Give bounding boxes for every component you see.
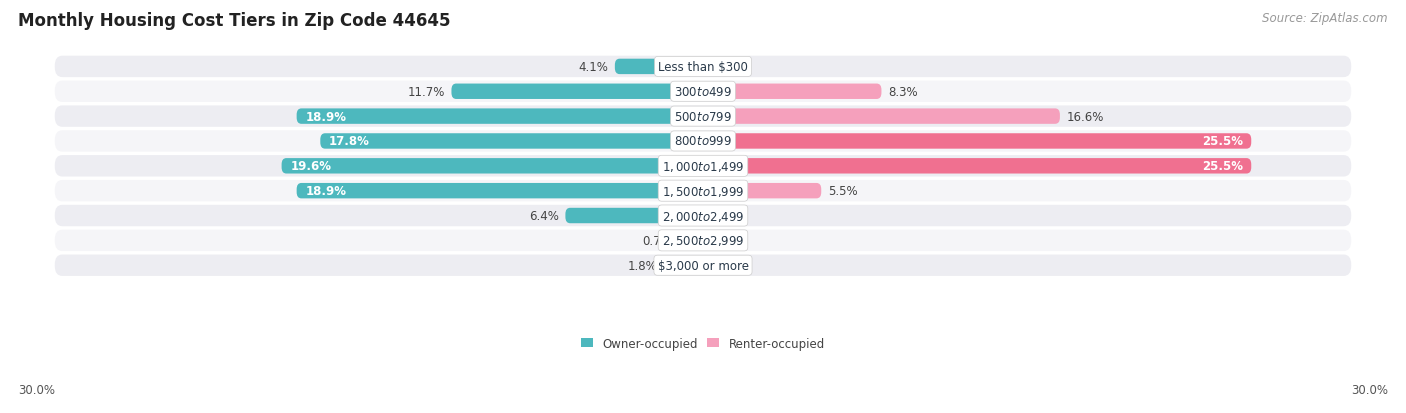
FancyBboxPatch shape xyxy=(297,183,703,199)
FancyBboxPatch shape xyxy=(703,183,821,199)
Text: 18.9%: 18.9% xyxy=(305,185,346,198)
Text: 1.8%: 1.8% xyxy=(628,259,658,272)
FancyBboxPatch shape xyxy=(703,109,1060,124)
Text: 30.0%: 30.0% xyxy=(18,384,55,396)
FancyBboxPatch shape xyxy=(55,57,1351,78)
FancyBboxPatch shape xyxy=(55,230,1351,252)
Text: $500 to $799: $500 to $799 xyxy=(673,110,733,123)
Text: 25.5%: 25.5% xyxy=(1202,135,1243,148)
Text: $1,500 to $1,999: $1,500 to $1,999 xyxy=(662,184,744,198)
FancyBboxPatch shape xyxy=(703,84,882,100)
Text: $1,000 to $1,499: $1,000 to $1,499 xyxy=(662,159,744,173)
FancyBboxPatch shape xyxy=(703,159,1251,174)
Text: 0.0%: 0.0% xyxy=(710,234,740,247)
Text: 0.78%: 0.78% xyxy=(643,234,679,247)
Text: Source: ZipAtlas.com: Source: ZipAtlas.com xyxy=(1263,12,1388,25)
FancyBboxPatch shape xyxy=(55,255,1351,276)
Text: 8.3%: 8.3% xyxy=(889,85,918,99)
FancyBboxPatch shape xyxy=(565,208,703,224)
Text: 19.6%: 19.6% xyxy=(290,160,332,173)
FancyBboxPatch shape xyxy=(55,131,1351,152)
Text: $300 to $499: $300 to $499 xyxy=(673,85,733,99)
Text: Monthly Housing Cost Tiers in Zip Code 44645: Monthly Housing Cost Tiers in Zip Code 4… xyxy=(18,12,451,30)
FancyBboxPatch shape xyxy=(686,233,703,249)
Text: 11.7%: 11.7% xyxy=(408,85,446,99)
Text: 0.0%: 0.0% xyxy=(710,61,740,74)
FancyBboxPatch shape xyxy=(297,109,703,124)
Text: 6.4%: 6.4% xyxy=(529,209,560,223)
Text: $2,500 to $2,999: $2,500 to $2,999 xyxy=(662,234,744,248)
FancyBboxPatch shape xyxy=(55,180,1351,202)
Text: $3,000 or more: $3,000 or more xyxy=(658,259,748,272)
Text: Less than $300: Less than $300 xyxy=(658,61,748,74)
Text: 5.5%: 5.5% xyxy=(828,185,858,198)
Text: 16.6%: 16.6% xyxy=(1066,110,1104,123)
FancyBboxPatch shape xyxy=(321,134,703,150)
FancyBboxPatch shape xyxy=(281,159,703,174)
FancyBboxPatch shape xyxy=(664,258,703,273)
FancyBboxPatch shape xyxy=(55,156,1351,177)
FancyBboxPatch shape xyxy=(55,205,1351,227)
FancyBboxPatch shape xyxy=(55,81,1351,103)
Text: $2,000 to $2,499: $2,000 to $2,499 xyxy=(662,209,744,223)
Text: 0.0%: 0.0% xyxy=(710,209,740,223)
Legend: Owner-occupied, Renter-occupied: Owner-occupied, Renter-occupied xyxy=(576,332,830,354)
FancyBboxPatch shape xyxy=(55,106,1351,128)
FancyBboxPatch shape xyxy=(703,134,1251,150)
Text: 4.1%: 4.1% xyxy=(578,61,609,74)
Text: 0.0%: 0.0% xyxy=(710,259,740,272)
Text: 30.0%: 30.0% xyxy=(1351,384,1388,396)
Text: 25.5%: 25.5% xyxy=(1202,160,1243,173)
FancyBboxPatch shape xyxy=(614,59,703,75)
FancyBboxPatch shape xyxy=(451,84,703,100)
Text: $800 to $999: $800 to $999 xyxy=(673,135,733,148)
Text: 17.8%: 17.8% xyxy=(329,135,370,148)
Text: 18.9%: 18.9% xyxy=(305,110,346,123)
